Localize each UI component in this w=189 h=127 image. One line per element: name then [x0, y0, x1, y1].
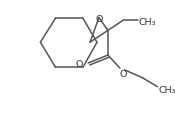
Text: CH₃: CH₃ [159, 86, 176, 95]
Text: CH₃: CH₃ [139, 19, 156, 28]
Text: O: O [95, 14, 103, 23]
Text: O: O [120, 70, 127, 79]
Text: O: O [75, 60, 83, 69]
